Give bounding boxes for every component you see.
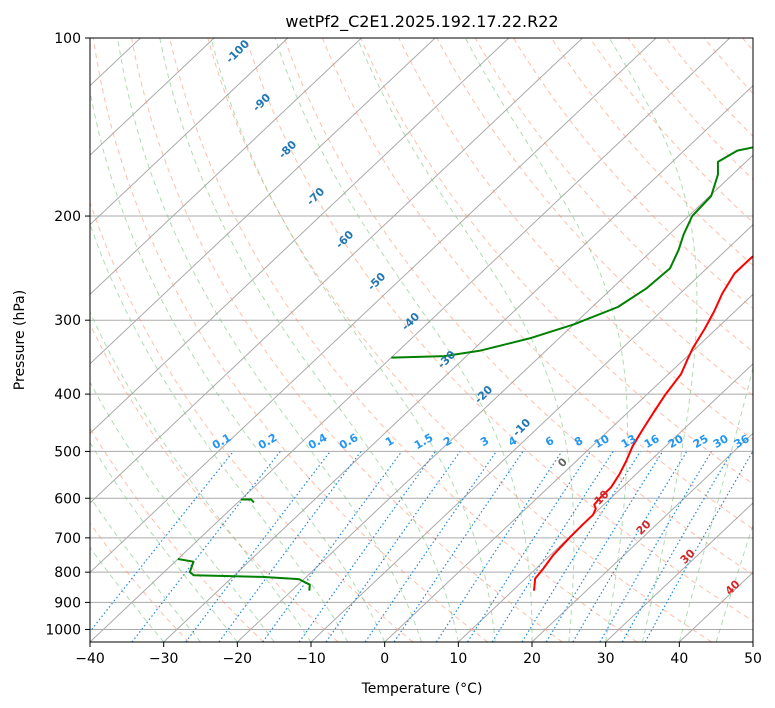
y-tick-label: 200 [54, 209, 81, 225]
moist-adiabat-line [117, 38, 422, 642]
dry-adiabat-line [283, 38, 753, 576]
y-tick-label: 300 [54, 313, 81, 329]
mixing-ratio-line [393, 451, 524, 642]
isotherm-line [90, 38, 289, 226]
mixing-ratio-line [218, 451, 362, 642]
axes: -100-90-80-70-60-50-40-30-20-10010203040… [45, 31, 762, 667]
isotherm-line [90, 38, 657, 574]
moist-adiabat-line [90, 381, 275, 642]
mixing-ratio-line [262, 451, 403, 642]
chart-title: wetPf2_C2E1.2025.192.17.22.R22 [285, 12, 558, 32]
y-tick-label: 900 [54, 595, 81, 611]
dry-adiabat-line [436, 38, 753, 397]
x-tick-label: 30 [597, 651, 615, 667]
mixing-ratio-line [545, 451, 664, 642]
plot-frame [89, 37, 754, 643]
plot-area [90, 38, 753, 642]
dry-adiabat-line [90, 200, 414, 642]
dry-adiabat-line [90, 323, 339, 642]
temperature-profile-line [533, 255, 753, 591]
x-tick-label: 50 [744, 651, 762, 667]
dry-adiabat-line [474, 38, 753, 353]
dry-adiabat-line [322, 38, 753, 530]
y-axis-title: Pressure (hPa) [12, 290, 28, 390]
isotherm-line [310, 224, 753, 642]
isotherm-line [384, 293, 753, 642]
mixing-ratio-line [90, 451, 234, 633]
x-tick-label: −10 [296, 651, 326, 667]
isotherm-line [605, 502, 753, 642]
y-tick-label: 1000 [45, 622, 81, 638]
y-tick-label: 600 [54, 491, 81, 507]
y-tick-label: 700 [54, 531, 81, 547]
dry-adiabat-line [90, 427, 264, 642]
moist-adiabat-line [90, 222, 349, 642]
isotherm-line [90, 38, 583, 504]
x-tick-label: 10 [449, 651, 467, 667]
moist-adiabat-line [159, 38, 459, 642]
dry-adiabat-line [92, 38, 488, 642]
mixing-ratio-line [521, 451, 642, 642]
mixing-ratio-line [435, 451, 563, 642]
y-tick-label: 400 [54, 387, 81, 403]
moist-adiabat-line [356, 38, 575, 642]
dry-adiabat-line [169, 38, 638, 642]
isotherm-line [90, 38, 362, 295]
dewpoint-profile-line [177, 146, 753, 591]
x-axis-title: Temperature (°C) [361, 681, 483, 697]
x-tick-label: 40 [670, 651, 688, 667]
dry-adiabat-line [245, 38, 753, 622]
y-tick-label: 800 [54, 565, 81, 581]
isotherm-line [90, 38, 510, 435]
x-tick-label: 20 [523, 651, 541, 667]
moist-adiabat-line [210, 38, 496, 642]
mixing-ratio-line [466, 451, 591, 642]
mixing-ratio-line [185, 451, 331, 642]
mixing-ratio-line [325, 451, 461, 642]
isotherm-line [531, 432, 753, 642]
dry-adiabat-line [398, 38, 753, 441]
mixing-ratio-line [298, 451, 436, 642]
moist-adiabat-line [90, 88, 386, 642]
moist-adiabat-line [90, 441, 238, 642]
y-tick-label: 500 [54, 444, 81, 460]
mixing-ratio-line [644, 451, 753, 642]
isotherm-line [90, 38, 215, 156]
x-tick-label: −20 [223, 651, 253, 667]
moist-adiabat-line [274, 38, 533, 642]
x-tick-label: 0 [380, 651, 389, 667]
moist-adiabat-line [464, 38, 628, 642]
isotherm-line [236, 154, 753, 642]
x-tick-label: −40 [75, 651, 105, 667]
dry-adiabat-line [207, 38, 712, 642]
mixing-ratio-line [364, 451, 497, 642]
y-tick-label: 100 [54, 31, 81, 47]
isotherm-line [163, 84, 753, 642]
moist-adiabat-line [90, 546, 165, 642]
moist-adiabat-line [90, 496, 201, 642]
x-tick-label: −30 [149, 651, 179, 667]
